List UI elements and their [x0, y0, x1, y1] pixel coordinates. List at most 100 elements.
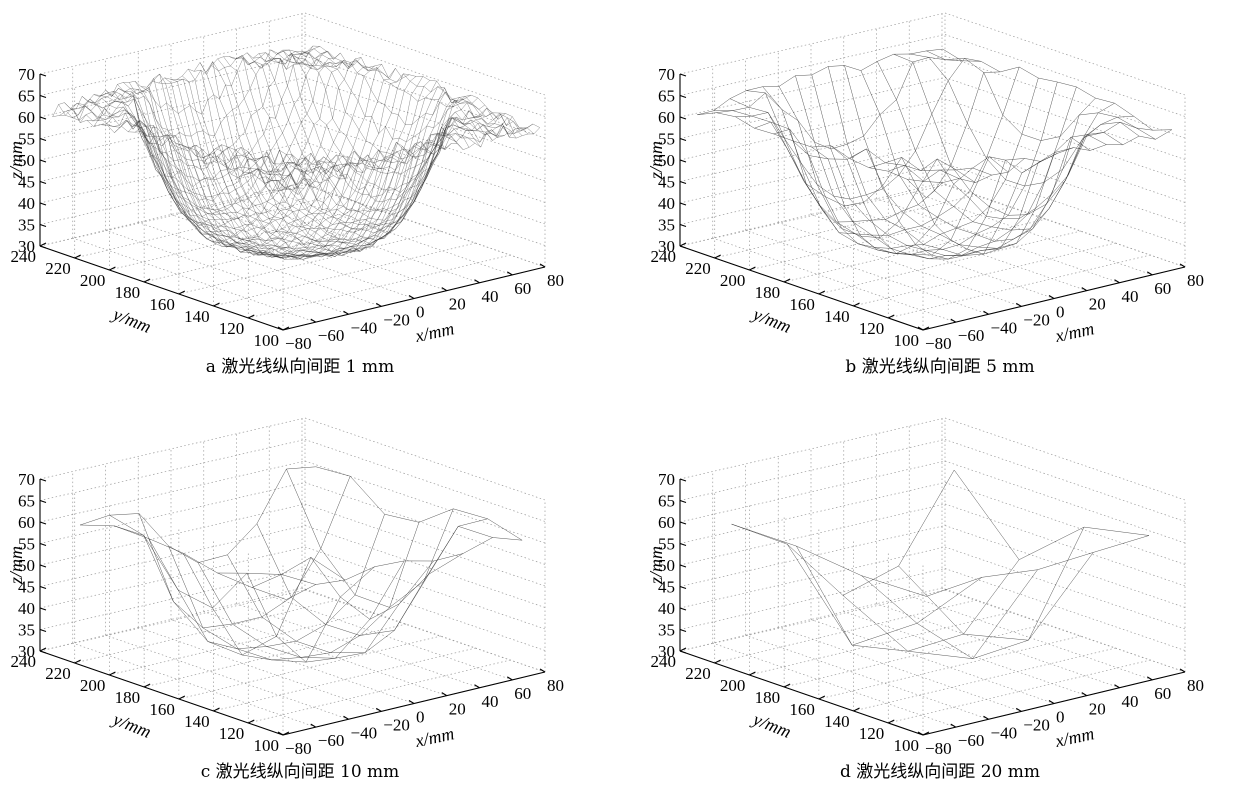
z-tick [679, 478, 687, 482]
mesh-line [286, 127, 540, 195]
mesh-line [129, 82, 364, 259]
grid-line [304, 482, 546, 565]
y-tick [248, 719, 255, 724]
mesh-line [197, 560, 405, 659]
grid-line [39, 439, 306, 501]
mesh-line [158, 82, 393, 260]
mesh-line [241, 56, 476, 226]
z-tick-label: 65 [658, 87, 675, 106]
surface-plot: 7065605550454035302402202001801601401201… [6, 416, 564, 755]
z-tick-label: 65 [18, 87, 35, 106]
x-tick [1179, 263, 1186, 268]
grid-line [213, 647, 476, 712]
grid-line [74, 599, 337, 664]
grid-line [39, 482, 306, 544]
grid-line [39, 34, 306, 96]
grid-line [304, 546, 546, 630]
z-tick [39, 223, 47, 228]
grid-line [178, 635, 441, 700]
y-tick [213, 302, 220, 307]
grid-line [248, 254, 511, 319]
grid-line [818, 230, 1081, 295]
z-tick-label: 55 [18, 130, 35, 149]
y-tick-label: 240 [651, 247, 677, 266]
x-tick-label: 20 [449, 295, 466, 314]
z-tick-label: 35 [658, 621, 675, 640]
grid-line [138, 627, 382, 712]
mesh-line [217, 58, 452, 242]
z-tick [39, 73, 47, 77]
y-tick-label: 100 [894, 736, 920, 755]
z-tick [39, 564, 47, 568]
grid-line [144, 623, 407, 688]
mesh-line [300, 48, 535, 135]
mesh-line [134, 81, 369, 257]
mesh-line [66, 46, 320, 118]
grid-line [72, 237, 316, 323]
x-tick [917, 326, 924, 331]
mesh-line [731, 523, 927, 597]
x-tick [474, 279, 480, 284]
grid-line [944, 55, 1186, 139]
grid-line [909, 595, 1153, 681]
x-tick [408, 295, 415, 299]
mesh-line [735, 58, 982, 200]
grid-line [749, 611, 1012, 676]
grid-line [714, 194, 977, 259]
y-tick-label: 200 [80, 271, 106, 290]
grid-line [39, 460, 306, 523]
grid-line [745, 229, 989, 315]
grid-line [304, 525, 546, 608]
x-tick-label: 0 [416, 303, 425, 322]
mesh-line [264, 54, 499, 191]
x-tick [983, 715, 989, 720]
x-tick-label: 80 [1187, 676, 1204, 695]
mesh-line [286, 468, 493, 608]
mesh-line [276, 50, 511, 160]
grid-line [679, 568, 946, 630]
mesh-line [827, 66, 1058, 256]
x-tick [539, 668, 546, 673]
z-tick [679, 564, 687, 568]
mesh-line [697, 112, 927, 199]
y-tick-label: 220 [45, 664, 71, 683]
mesh-line [59, 45, 314, 116]
y-tick-label: 160 [149, 295, 175, 314]
x-tick-label: 60 [514, 279, 531, 298]
mesh-line [926, 535, 1150, 597]
mesh-line [99, 91, 334, 238]
grid-line [138, 222, 382, 307]
y-axis-line [39, 650, 284, 736]
y-tick [922, 731, 930, 736]
x-tick [343, 715, 349, 720]
x-tick-label: −60 [958, 731, 985, 750]
grid-line [39, 77, 306, 139]
x-tick-label: −60 [318, 731, 345, 750]
mesh-line [227, 554, 434, 654]
grid-line [784, 218, 1047, 283]
z-tick-label: 50 [658, 556, 675, 575]
mesh-line [258, 113, 513, 198]
grid-line [39, 525, 306, 587]
grid-line [304, 417, 546, 501]
grid-line [679, 546, 946, 609]
mesh-line [244, 107, 499, 229]
mesh-line [93, 94, 328, 227]
grid-line [301, 182, 546, 268]
x-tick [1048, 700, 1055, 704]
x-tick [277, 326, 284, 331]
grid-line [843, 206, 1087, 291]
grid-line [304, 503, 546, 587]
grid-line [39, 589, 306, 652]
mesh-line [888, 115, 1134, 219]
surface-plot: 7065605550454035302402202001801601401201… [646, 416, 1204, 755]
grid-line [745, 634, 989, 720]
grid-line [712, 237, 956, 323]
z-tick [679, 542, 687, 547]
x-tick-label: 20 [449, 700, 466, 719]
y-tick-label: 180 [115, 283, 141, 302]
z-tick-label: 40 [18, 599, 35, 618]
y-tick [679, 647, 687, 652]
surface-plot: 7065605550454035302402202001801601401201… [6, 11, 564, 350]
grid-line [679, 77, 946, 139]
